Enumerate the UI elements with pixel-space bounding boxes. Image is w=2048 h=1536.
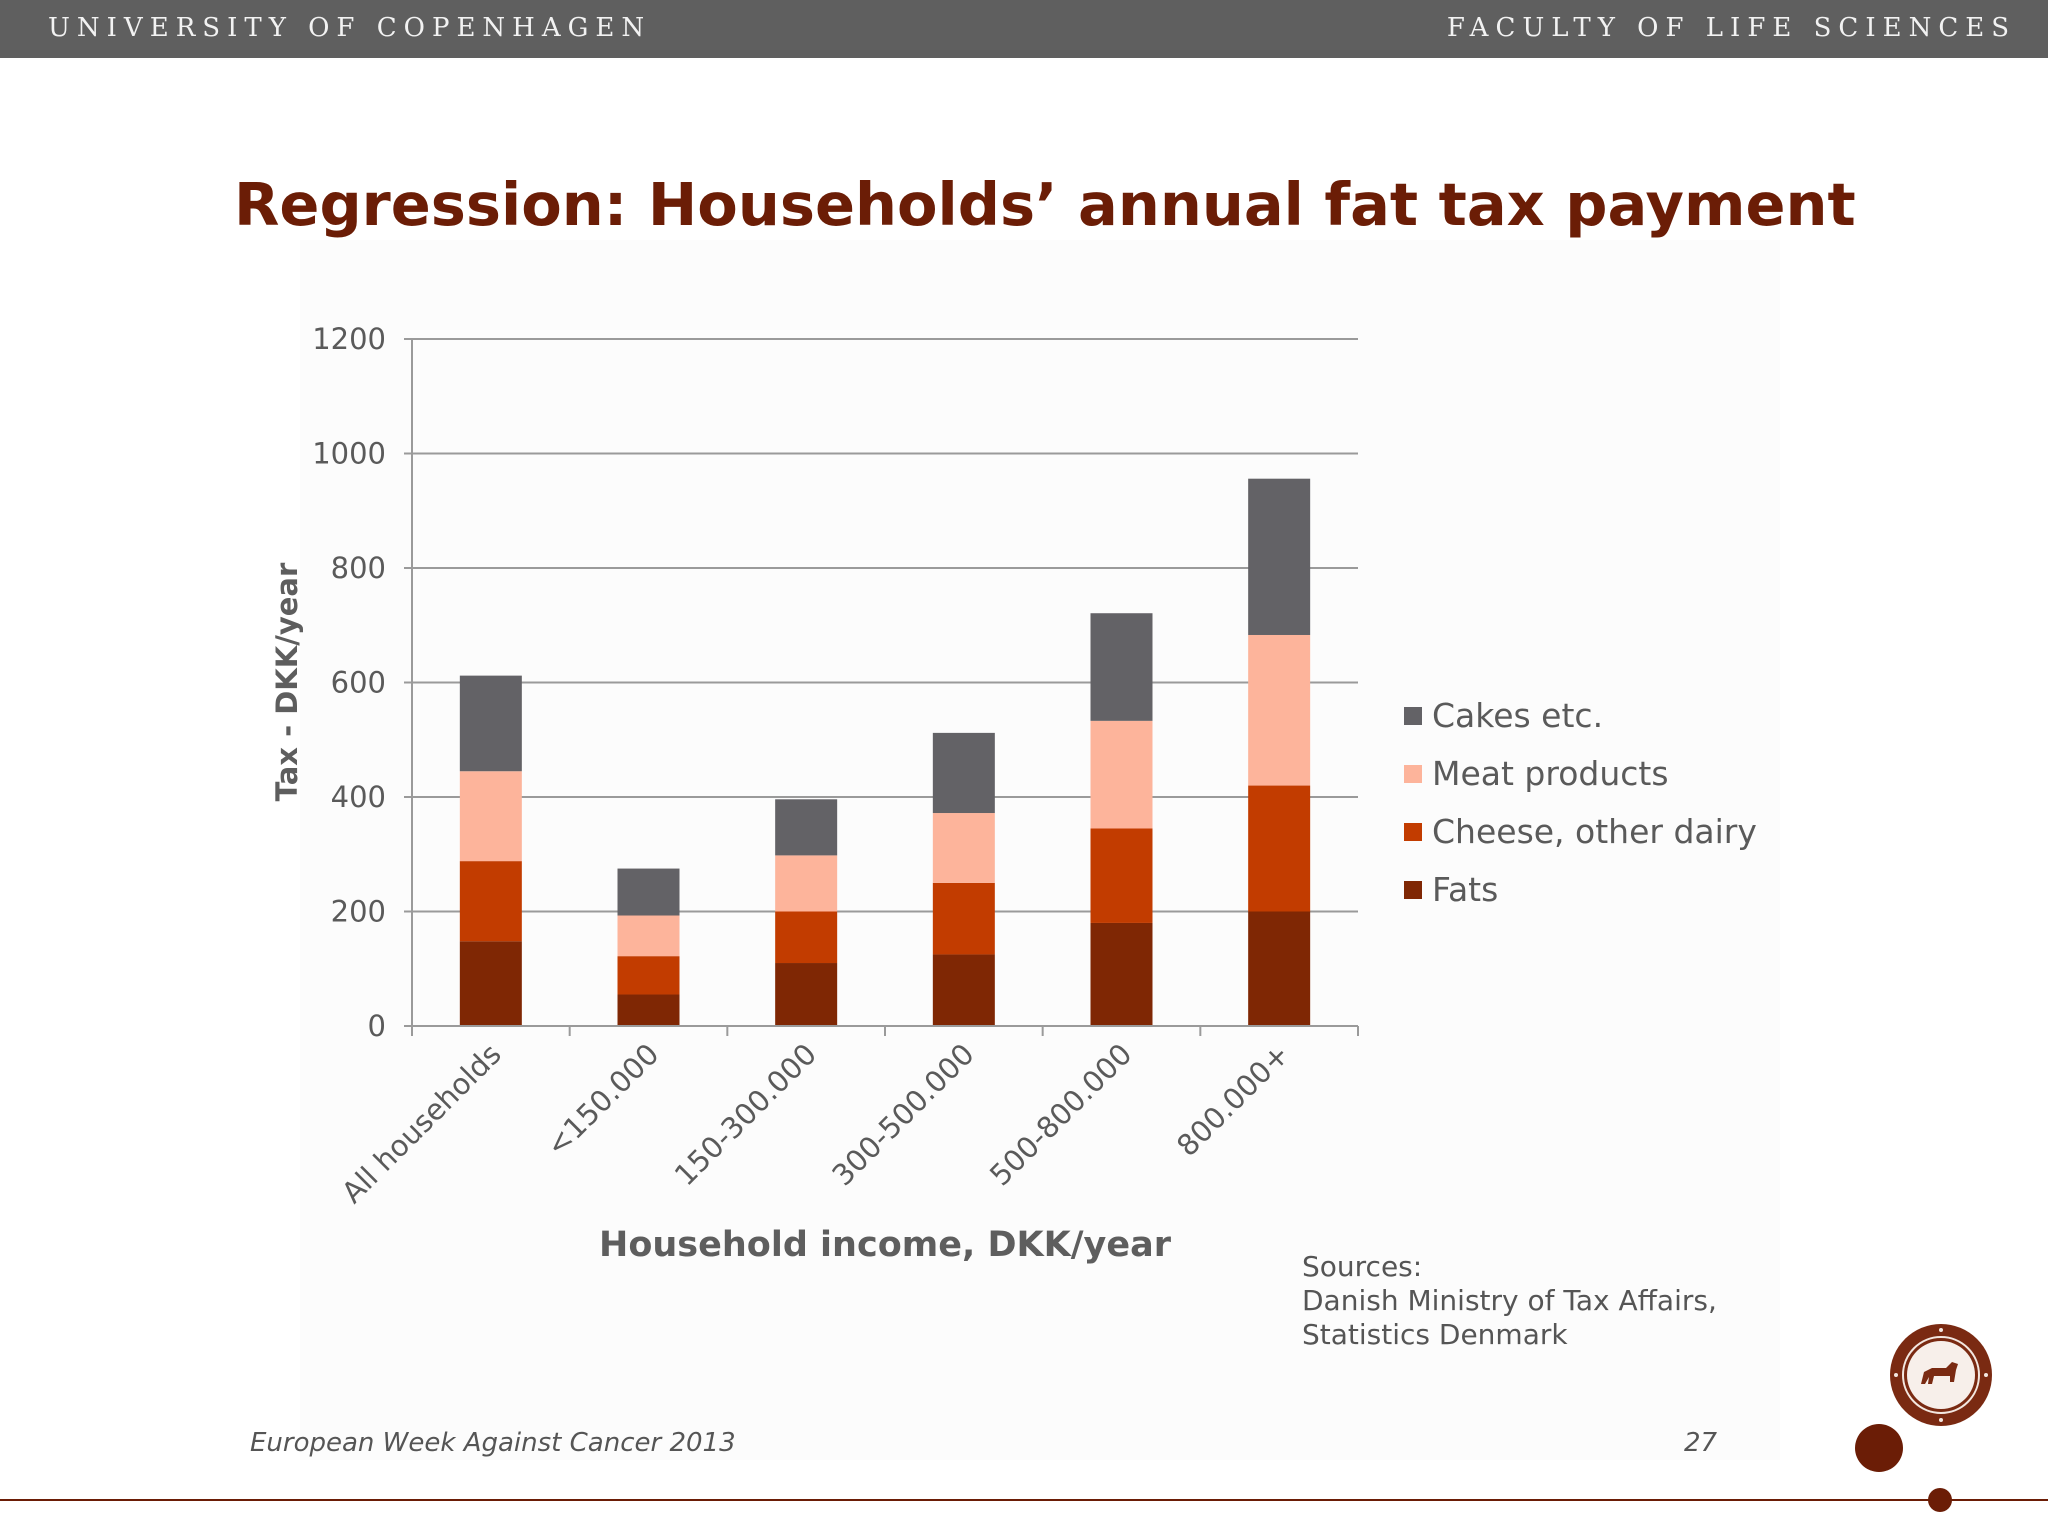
bar-segment [1248,634,1311,786]
y-tick-label: 0 [368,1009,386,1043]
bar-segment [1090,720,1153,829]
bar-segment [775,963,838,1026]
bar-segment [459,941,522,1026]
decorative-dot [1855,1424,1903,1472]
x-tick-label: <150.000 [539,1037,665,1163]
bar-segment [1248,478,1311,635]
bar-segment [617,915,680,957]
page-number: 27 [1684,1428,1718,1458]
bar-segment [459,675,522,772]
bar-segment [459,771,522,862]
legend-swatch [1404,765,1422,783]
x-tick-label: 300-500.000 [825,1037,980,1192]
bar-segment [932,732,995,814]
y-tick-label: 400 [331,780,386,814]
sources-line: Statistics Denmark [1302,1318,1568,1351]
legend-label: Cheese, other dairy [1432,812,1757,851]
bar-segment [932,954,995,1026]
y-tick-label: 200 [331,895,386,929]
bar-segment [775,799,838,856]
bar-segment [775,855,838,912]
legend-swatch [1404,823,1422,841]
x-tick-label: 800.000+ [1170,1037,1296,1163]
sources-line: Sources: [1302,1250,1423,1283]
bar-segment [1090,828,1153,923]
bar-segment [932,882,995,955]
chart-background [300,240,1780,1460]
bar-segment [459,861,522,942]
y-tick-label: 1200 [312,322,386,356]
bar-segment [1090,922,1153,1026]
footer-rule [0,1499,2048,1501]
legend-label: Meat products [1432,754,1669,793]
bar-segment [1090,613,1153,721]
y-tick-label: 800 [331,551,386,585]
bar-segment [775,911,838,964]
legend-label: Cakes etc. [1432,696,1603,735]
legend-swatch [1404,881,1422,899]
header-bar: UNIVERSITY OF COPENHAGEN FACULTY OF LIFE… [0,0,2048,58]
legend-swatch [1404,707,1422,725]
faculty-name: FACULTY OF LIFE SCIENCES [1446,13,2016,43]
bar-segment [932,813,995,883]
sources-note: Sources: Danish Ministry of Tax Affairs,… [1302,1250,1717,1352]
y-tick-label: 600 [331,666,386,700]
bar-segment [617,956,680,995]
bar-segment [1248,785,1311,912]
university-seal-icon [1890,1324,1992,1426]
x-tick-label: 150-300.000 [668,1037,823,1192]
x-axis-title: Household income, DKK/year [599,1225,1172,1265]
sources-line: Danish Ministry of Tax Affairs, [1302,1284,1717,1317]
y-tick-label: 1000 [312,437,386,471]
x-tick-label: All households [335,1037,508,1210]
bar-segment [617,994,680,1026]
y-axis-title: Tax - DKK/year [270,562,304,801]
bar-segment [617,868,680,916]
x-tick-label: 500-800.000 [983,1037,1138,1192]
slide-title: Regression: Households’ annual fat tax p… [234,170,1856,239]
footer-event: European Week Against Cancer 2013 [250,1428,736,1458]
legend-label: Fats [1432,870,1498,909]
bar-segment [1248,911,1311,1026]
university-name: UNIVERSITY OF COPENHAGEN [48,13,652,43]
